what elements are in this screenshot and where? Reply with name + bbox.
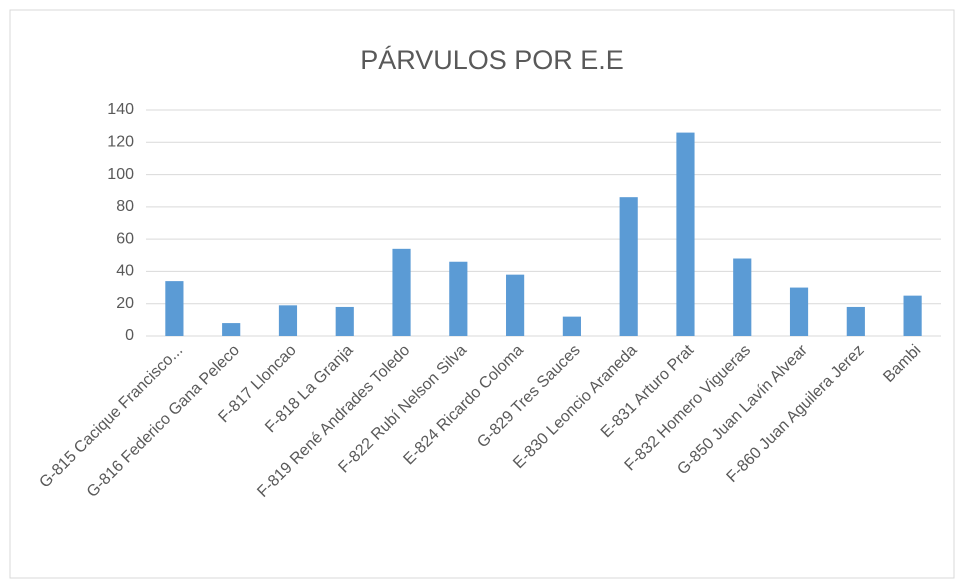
- y-tick-label: 0: [125, 327, 134, 344]
- bar: [449, 261, 468, 336]
- bar: [506, 274, 525, 336]
- chart-title: PÁRVULOS POR E.E: [360, 45, 624, 75]
- bar: [846, 306, 865, 336]
- y-tick-label: 40: [116, 263, 134, 280]
- y-tick-label: 20: [116, 295, 134, 312]
- bar: [789, 287, 809, 336]
- bar: [619, 197, 638, 336]
- bar: [278, 305, 298, 336]
- y-tick-label: 120: [107, 134, 134, 151]
- y-tick-label: 100: [107, 166, 134, 183]
- y-tick-label: 60: [116, 230, 134, 247]
- bar: [222, 323, 241, 336]
- bar: [335, 306, 354, 336]
- bar: [165, 281, 184, 336]
- y-tick-label: 80: [116, 198, 134, 215]
- bar: [392, 248, 411, 336]
- y-tick-label: 140: [107, 101, 134, 118]
- bar: [733, 258, 752, 336]
- bar: [676, 132, 695, 336]
- bar: [562, 316, 581, 336]
- bar: [903, 295, 922, 336]
- chart-border: [9, 9, 955, 579]
